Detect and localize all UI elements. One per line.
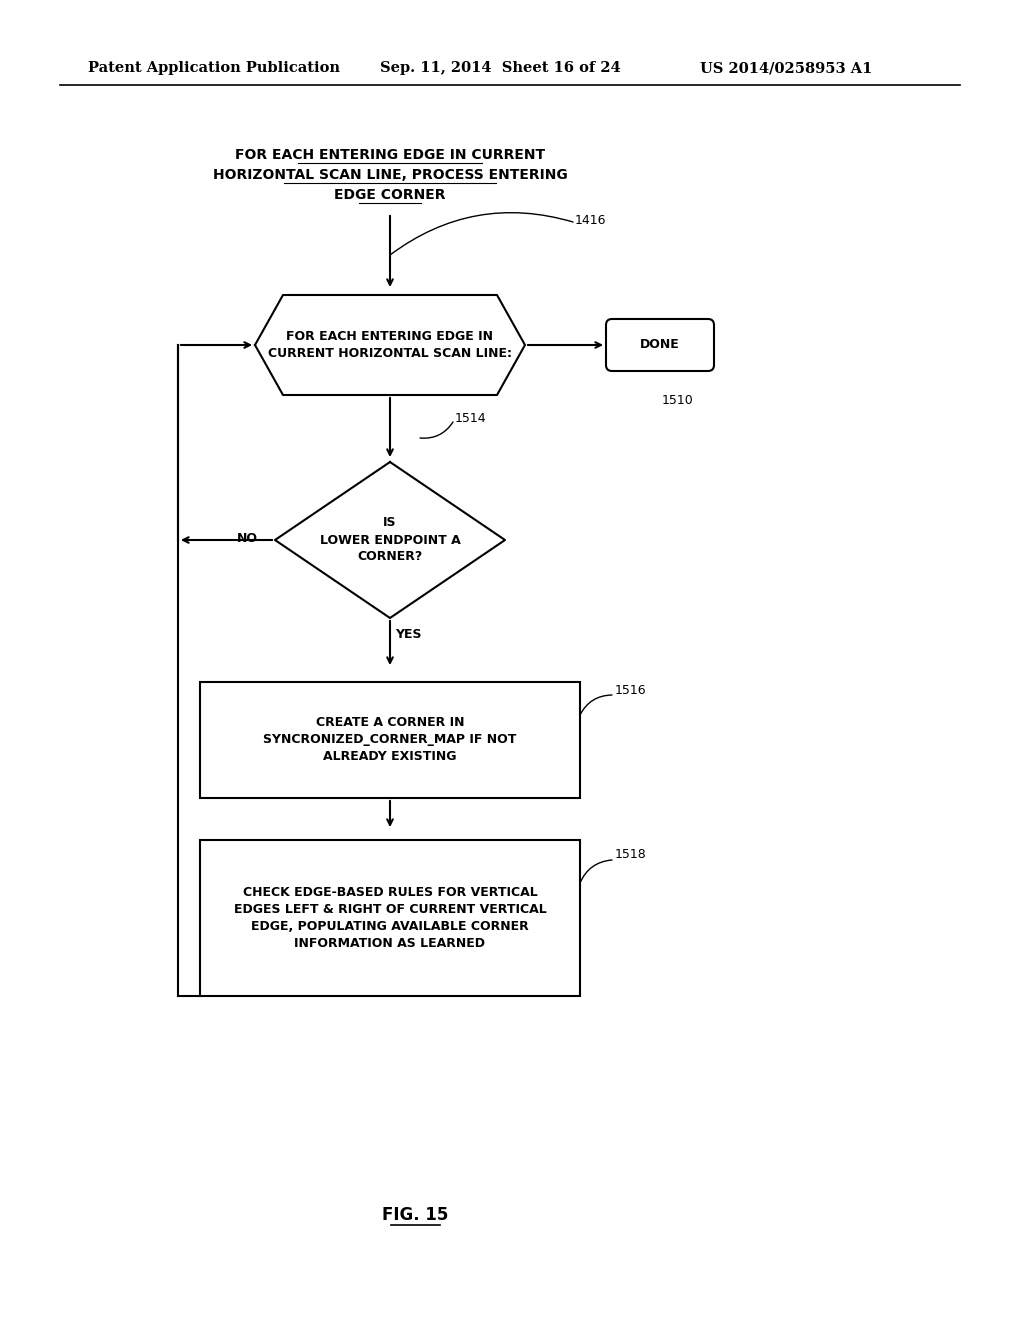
Text: 1510: 1510 xyxy=(662,393,693,407)
Text: US 2014/0258953 A1: US 2014/0258953 A1 xyxy=(700,61,872,75)
Text: YES: YES xyxy=(394,627,421,640)
Text: EDGE CORNER: EDGE CORNER xyxy=(334,187,445,202)
Polygon shape xyxy=(275,462,505,618)
FancyBboxPatch shape xyxy=(200,682,580,799)
Text: DONE: DONE xyxy=(640,338,680,351)
Text: HORIZONTAL SCAN LINE, PROCESS ENTERING: HORIZONTAL SCAN LINE, PROCESS ENTERING xyxy=(213,168,567,182)
Text: 1416: 1416 xyxy=(575,214,606,227)
FancyBboxPatch shape xyxy=(200,840,580,997)
Text: IS
LOWER ENDPOINT A
CORNER?: IS LOWER ENDPOINT A CORNER? xyxy=(319,516,461,564)
Text: FOR EACH ENTERING EDGE IN CURRENT: FOR EACH ENTERING EDGE IN CURRENT xyxy=(234,148,545,162)
Text: 1518: 1518 xyxy=(615,849,647,862)
Text: Patent Application Publication: Patent Application Publication xyxy=(88,61,340,75)
Text: NO: NO xyxy=(237,532,258,544)
Text: FIG. 15: FIG. 15 xyxy=(382,1206,449,1224)
Text: 1514: 1514 xyxy=(455,412,486,425)
FancyBboxPatch shape xyxy=(606,319,714,371)
Polygon shape xyxy=(255,294,525,395)
Text: 1516: 1516 xyxy=(615,684,646,697)
Text: CHECK EDGE-BASED RULES FOR VERTICAL
EDGES LEFT & RIGHT OF CURRENT VERTICAL
EDGE,: CHECK EDGE-BASED RULES FOR VERTICAL EDGE… xyxy=(233,886,547,950)
Text: Sep. 11, 2014  Sheet 16 of 24: Sep. 11, 2014 Sheet 16 of 24 xyxy=(380,61,621,75)
Text: FOR EACH ENTERING EDGE IN
CURRENT HORIZONTAL SCAN LINE:: FOR EACH ENTERING EDGE IN CURRENT HORIZO… xyxy=(268,330,512,360)
Text: CREATE A CORNER IN
SYNCRONIZED_CORNER_MAP IF NOT
ALREADY EXISTING: CREATE A CORNER IN SYNCRONIZED_CORNER_MA… xyxy=(263,717,517,763)
